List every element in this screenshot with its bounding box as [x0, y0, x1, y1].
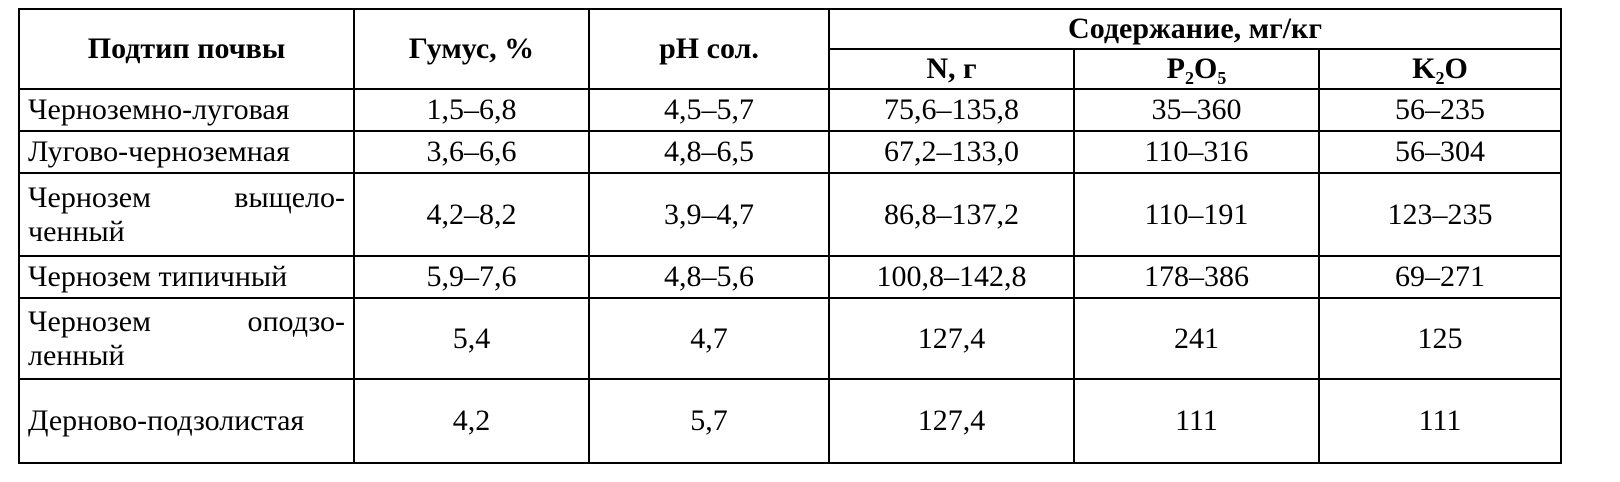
header-row: Подтип почвы Гумус, % pH сол. Содержание…	[18, 8, 1562, 90]
subtype-cell: Чернозем типичный	[18, 255, 355, 299]
value-cell: 5,4	[353, 297, 590, 380]
value-cell: 75,6–135,8	[828, 88, 1075, 132]
value-cell: 241	[1073, 297, 1320, 380]
value-cell: 1,5–6,8	[353, 88, 590, 132]
table-header: Подтип почвы Гумус, % pH сол. Содержание…	[18, 8, 1562, 90]
header-cell: Подтип почвы	[18, 8, 355, 90]
soil-table: Подтип почвы Гумус, % pH сол. Содержание…	[18, 8, 1562, 464]
value-cell: 111	[1073, 378, 1320, 464]
header-cell: pH сол.	[588, 8, 830, 90]
value-cell: 4,8–5,6	[588, 255, 830, 299]
value-cell: 5,7	[588, 378, 830, 464]
value-cell: 111	[1318, 378, 1562, 464]
value-cell: 69–271	[1318, 255, 1562, 299]
value-cell: 56–304	[1318, 130, 1562, 174]
header-cell: K₂O	[1318, 48, 1562, 90]
header-cell: Гумус, %	[353, 8, 590, 90]
value-cell: 127,4	[828, 297, 1075, 380]
table-row: Лугово-черноземная 3,6–6,6 4,8–6,5 67,2–133…	[18, 130, 1562, 174]
value-cell: 4,7	[588, 297, 830, 380]
value-cell: 100,8–142,8	[828, 255, 1075, 299]
value-cell: 4,2–8,2	[353, 172, 590, 257]
header-cell: Содержание, мг/кг	[828, 8, 1562, 50]
table-row: Чернозем выщело-ченный 4,2–8,2 3,9–4,7 86,8…	[18, 172, 1562, 257]
table-body: Черноземно-луговая 1,5–6,8 4,5–5,7 75,6–135…	[18, 88, 1562, 464]
table-row: Дерново-подзолистая 4,2 5,7 127,4 111 111	[18, 378, 1562, 464]
value-cell: 3,6–6,6	[353, 130, 590, 174]
table-row: Чернозем оподзо-ленный 5,4 4,7 127,4 241 125	[18, 297, 1562, 380]
value-cell: 86,8–137,2	[828, 172, 1075, 257]
value-cell: 125	[1318, 297, 1562, 380]
subtype-cell: Чернозем выщело-ченный	[18, 172, 355, 257]
header-row: N, г P₂O₅ K₂O	[19, 48, 1562, 90]
value-cell: 67,2–133,0	[828, 130, 1075, 174]
header-cell: N, г	[828, 48, 1075, 90]
subtype-cell: Чернозем оподзо-ленный	[18, 297, 355, 380]
value-cell: 5,9–7,6	[353, 255, 590, 299]
header-cell: P₂O₅	[1073, 48, 1320, 90]
value-cell: 110–191	[1073, 172, 1320, 257]
value-cell: 4,8–6,5	[588, 130, 830, 174]
subtype-cell: Черноземно-луговая	[18, 88, 355, 132]
subtype-cell: Лугово-черноземная	[18, 130, 355, 174]
table-row: Чернозем типичный 5,9–7,6 4,8–5,6 100,8–142…	[18, 255, 1562, 299]
value-cell: 56–235	[1318, 88, 1562, 132]
value-cell: 4,5–5,7	[588, 88, 830, 132]
value-cell: 110–316	[1073, 130, 1320, 174]
value-cell: 3,9–4,7	[588, 172, 830, 257]
subtype-cell: Дерново-подзолистая	[18, 378, 355, 464]
value-cell: 35–360	[1073, 88, 1320, 132]
value-cell: 4,2	[353, 378, 590, 464]
table-row: Черноземно-луговая 1,5–6,8 4,5–5,7 75,6–135…	[18, 88, 1562, 132]
value-cell: 178–386	[1073, 255, 1320, 299]
value-cell: 123–235	[1318, 172, 1562, 257]
value-cell: 127,4	[828, 378, 1075, 464]
